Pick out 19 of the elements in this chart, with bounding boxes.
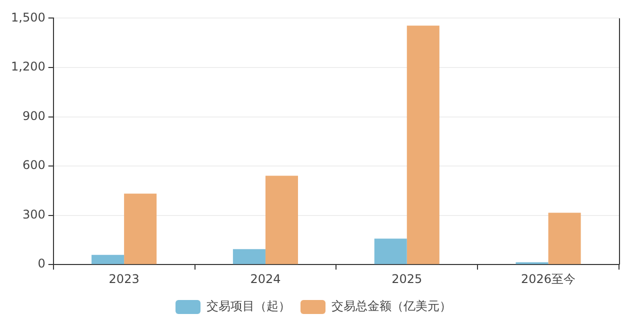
legend-label: 交易项目（起） [206, 299, 290, 314]
bar [406, 26, 440, 264]
y-tick-label: 600 [22, 158, 46, 172]
x-tick-label: 2024 [250, 272, 281, 286]
bar [232, 249, 266, 264]
legend-label: 交易总金额（亿美元） [332, 299, 452, 314]
y-tick-label: 1,200 [10, 60, 46, 74]
bar [265, 176, 298, 264]
bar [92, 254, 124, 264]
x-tick-label: 2026至今 [521, 272, 576, 286]
y-tick-label: 900 [22, 108, 46, 123]
bar [374, 238, 407, 264]
y-tick-label: 300 [22, 207, 46, 222]
x-tick-label: 2025 [392, 272, 422, 286]
y-tick-label: 1,500 [10, 10, 46, 24]
bar [548, 212, 581, 264]
bar [124, 194, 157, 264]
x-tick-label: 2023 [108, 272, 140, 286]
y-tick-label: 0 [38, 256, 46, 271]
